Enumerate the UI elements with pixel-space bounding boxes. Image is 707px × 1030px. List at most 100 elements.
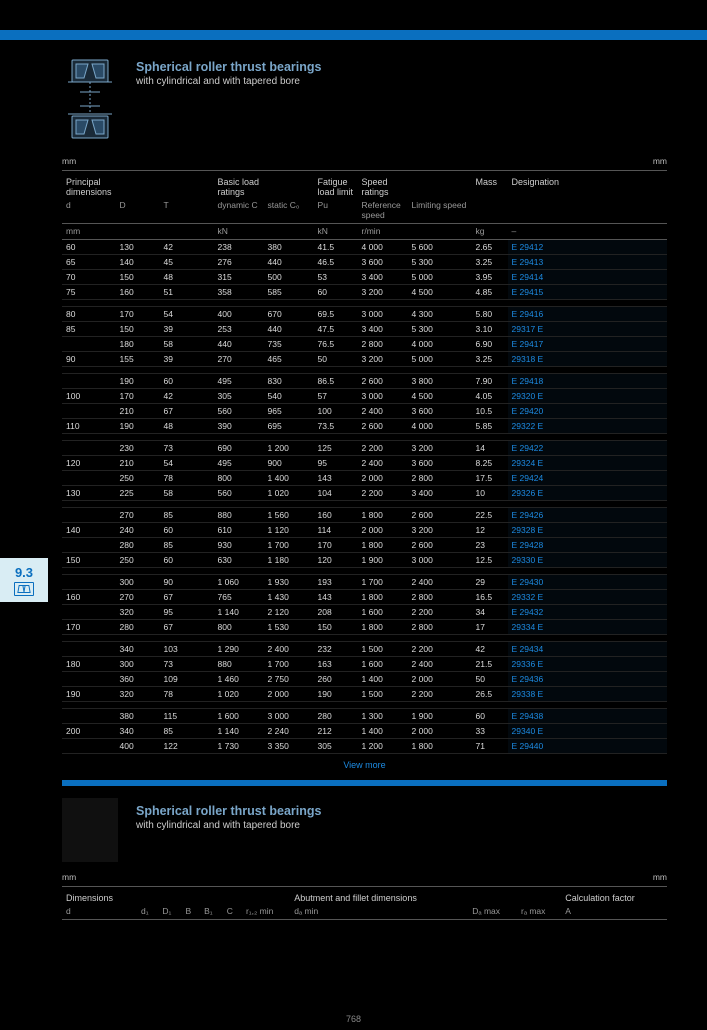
designation-link[interactable]: E 29424 <box>512 473 544 483</box>
designation-link[interactable]: E 29415 <box>512 287 544 297</box>
data-cell: 58 <box>160 336 214 351</box>
data-cell: 21.5 <box>472 656 508 671</box>
col-header: Calculation factor <box>561 886 667 904</box>
designation-link[interactable]: E 29414 <box>512 272 544 282</box>
data-cell: 560 <box>214 403 264 418</box>
designation-link[interactable]: E 29417 <box>512 339 544 349</box>
data-cell: 1 800 <box>358 619 408 634</box>
designation-link[interactable]: E 29428 <box>512 540 544 550</box>
data-cell: 85 <box>160 507 214 522</box>
designation-link[interactable]: E 29438 <box>512 711 544 721</box>
data-cell: 5 000 <box>408 351 472 366</box>
data-cell: 73 <box>160 440 214 455</box>
designation-cell: 29324 E <box>508 455 667 470</box>
data-cell <box>62 708 116 723</box>
designation-link[interactable]: E 29436 <box>512 674 544 684</box>
col-header <box>200 886 223 904</box>
data-cell: 2 400 <box>264 641 314 656</box>
table-row: 7516051358585603 2004 5004.85E 29415 <box>62 284 667 299</box>
col-unit: kg <box>472 224 508 240</box>
data-cell: 1 200 <box>358 738 408 753</box>
designation-link[interactable]: E 29418 <box>512 376 544 386</box>
designation-link[interactable]: 29340 E <box>512 726 544 736</box>
data-cell: 305 <box>214 388 264 403</box>
designation-link[interactable]: 29320 E <box>512 391 544 401</box>
data-cell: 1 300 <box>358 708 408 723</box>
spec-table: Principal dimensionsBasic load ratingsFa… <box>62 170 667 754</box>
data-cell: 160 <box>314 507 358 522</box>
designation-link[interactable]: 29326 E <box>512 488 544 498</box>
designation-link[interactable]: 29317 E <box>512 324 544 334</box>
data-cell: 765 <box>214 589 264 604</box>
designation-link[interactable]: 29324 E <box>512 458 544 468</box>
data-cell: 78 <box>160 686 214 701</box>
col-subheader: d <box>62 904 137 919</box>
data-cell: 1 530 <box>264 619 314 634</box>
data-cell: 440 <box>264 254 314 269</box>
group-spacer <box>62 366 667 373</box>
designation-link[interactable]: E 29432 <box>512 607 544 617</box>
designation-link[interactable]: 29334 E <box>512 622 544 632</box>
data-cell: 46.5 <box>314 254 358 269</box>
data-cell: 2 600 <box>408 507 472 522</box>
designation-link[interactable]: E 29434 <box>512 644 544 654</box>
data-cell: 41.5 <box>314 239 358 254</box>
col-subheader: Reference speed <box>358 199 408 224</box>
col-unit: – <box>508 224 667 240</box>
data-cell: 50 <box>472 671 508 686</box>
data-cell <box>62 604 116 619</box>
section-tab[interactable]: 9.3 <box>0 558 48 602</box>
data-cell: 2 000 <box>264 686 314 701</box>
data-cell: 4 300 <box>408 306 472 321</box>
table-header-row-2: dDTdynamic Cstatic C₀PuReference speedLi… <box>62 199 667 224</box>
designation-link[interactable]: E 29420 <box>512 406 544 416</box>
designation-link[interactable]: 29322 E <box>512 421 544 431</box>
data-cell: 4 000 <box>358 239 408 254</box>
designation-link[interactable]: 29318 E <box>512 354 544 364</box>
data-cell: 300 <box>116 574 160 589</box>
designation-link[interactable]: E 29413 <box>512 257 544 267</box>
designation-link[interactable]: 29338 E <box>512 689 544 699</box>
data-cell: 115 <box>160 708 214 723</box>
designation-link[interactable]: E 29430 <box>512 577 544 587</box>
designation-link[interactable]: 29330 E <box>512 555 544 565</box>
data-cell: 45 <box>160 254 214 269</box>
data-cell: 48 <box>160 269 214 284</box>
data-cell: 1 600 <box>214 708 264 723</box>
col-header <box>468 886 517 904</box>
data-cell: 212 <box>314 723 358 738</box>
col-unit <box>116 224 160 240</box>
data-cell: 1 020 <box>264 485 314 500</box>
table-row: 150250606301 1801201 9003 00012.529330 E <box>62 552 667 567</box>
designation-link[interactable]: E 29426 <box>512 510 544 520</box>
bottom-section: Spherical roller thrust bearings with cy… <box>0 786 707 920</box>
data-cell: 60 <box>160 522 214 537</box>
table-row: 3401031 2902 4002321 5002 20042E 29434 <box>62 641 667 656</box>
view-more-link[interactable]: View more <box>343 760 385 770</box>
col-header: Dimensions <box>62 886 137 904</box>
bottom-dims-left: mm <box>62 872 76 882</box>
data-cell: 2 120 <box>264 604 314 619</box>
data-cell: 560 <box>214 485 264 500</box>
designation-link[interactable]: E 29416 <box>512 309 544 319</box>
data-cell: 260 <box>314 671 358 686</box>
data-cell: 10 <box>472 485 508 500</box>
designation-link[interactable]: 29328 E <box>512 525 544 535</box>
data-cell: 67 <box>160 403 214 418</box>
data-cell: 930 <box>214 537 264 552</box>
data-cell: 280 <box>116 619 160 634</box>
data-cell: 340 <box>116 641 160 656</box>
designation-link[interactable]: 29332 E <box>512 592 544 602</box>
table-row: 230736901 2001252 2003 20014E 29422 <box>62 440 667 455</box>
table-row: 280859301 7001701 8002 60023E 29428 <box>62 537 667 552</box>
data-cell: 2 200 <box>408 641 472 656</box>
designation-link[interactable]: E 29412 <box>512 242 544 252</box>
table-header-units: mmkNkNr/minkg– <box>62 224 667 240</box>
col-header <box>158 886 181 904</box>
col-header: Speed ratings <box>358 171 408 199</box>
designation-link[interactable]: E 29422 <box>512 443 544 453</box>
designation-link[interactable]: E 29440 <box>512 741 544 751</box>
designation-link[interactable]: 29336 E <box>512 659 544 669</box>
data-cell: 320 <box>116 604 160 619</box>
data-cell: 5.85 <box>472 418 508 433</box>
